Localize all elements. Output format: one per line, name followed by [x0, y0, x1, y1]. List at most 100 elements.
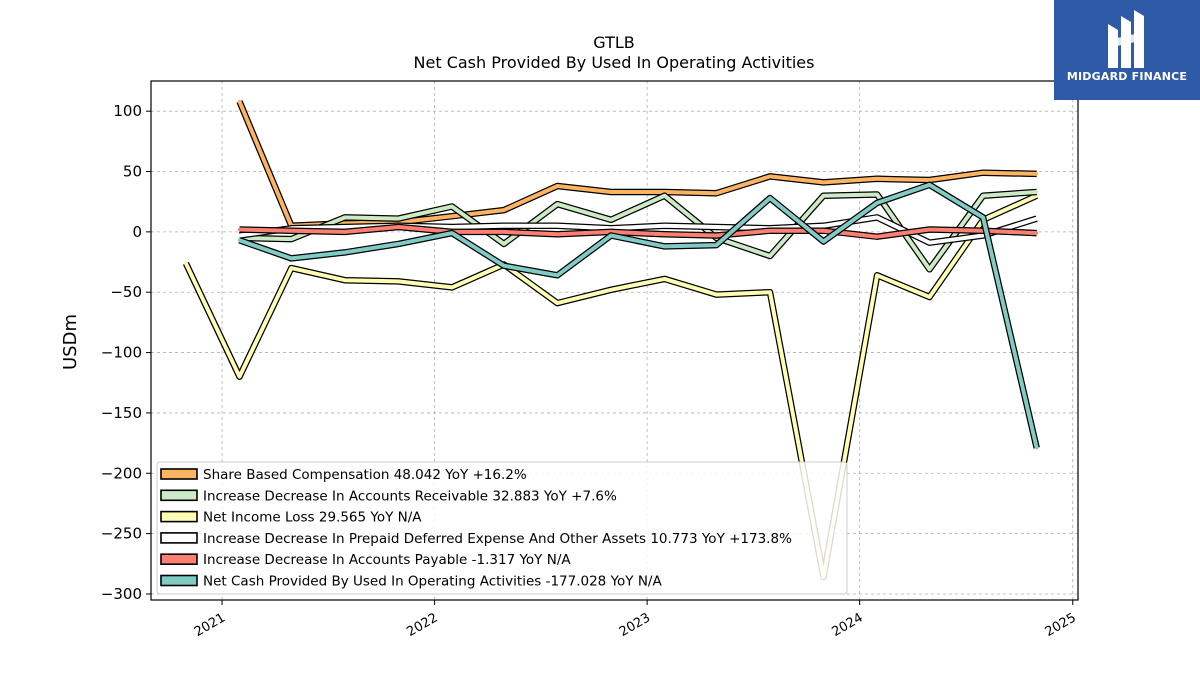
legend-entry: Increase Decrease In Accounts Receivable… — [203, 488, 617, 504]
series-line — [237, 100, 1037, 228]
data-point — [237, 238, 242, 242]
x-tick-label: 2021 — [192, 610, 228, 640]
data-point — [714, 191, 719, 195]
data-point — [927, 241, 932, 245]
legend-swatch — [160, 468, 198, 480]
data-point — [768, 254, 772, 258]
data-point — [1035, 190, 1039, 194]
series-4 — [237, 223, 1039, 240]
data-point — [609, 190, 613, 194]
brand-logo: MIDGARD FINANCE — [1054, 0, 1200, 100]
legend-entry: Increase Decrease In Prepaid Deferred Ex… — [203, 531, 792, 547]
data-point — [821, 180, 826, 184]
legend-entry: Net Income Loss 29.565 YoY N/A — [203, 510, 422, 526]
data-point — [609, 218, 613, 222]
data-point — [768, 290, 772, 294]
logo-mark-icon — [1108, 10, 1144, 68]
data-point — [396, 279, 401, 283]
data-point — [450, 214, 454, 218]
data-point — [875, 235, 879, 239]
legend-swatch — [160, 532, 198, 544]
data-point — [609, 233, 613, 238]
data-point — [396, 216, 401, 221]
data-point — [450, 285, 454, 289]
data-point — [821, 194, 826, 198]
data-point — [768, 196, 772, 200]
data-point — [555, 224, 560, 228]
data-point — [289, 256, 293, 261]
data-point — [555, 273, 560, 277]
data-point — [343, 278, 347, 282]
data-point — [927, 295, 932, 299]
data-point — [821, 239, 826, 244]
legend-box — [156, 461, 848, 595]
data-point — [875, 177, 879, 181]
data-point — [821, 224, 826, 228]
data-point — [237, 375, 242, 379]
data-point — [821, 229, 826, 233]
data-point — [343, 230, 347, 234]
data-point — [714, 233, 719, 238]
series-0 — [182, 192, 1039, 581]
x-tick-label: 2025 — [1043, 610, 1079, 640]
y-tick-label: 100 — [113, 102, 142, 120]
data-point — [875, 215, 879, 219]
data-point — [662, 277, 667, 281]
data-point — [609, 288, 613, 292]
y-tick-label: 0 — [132, 223, 142, 241]
data-point — [237, 233, 242, 238]
legend-entry: Net Cash Provided By Used In Operating A… — [203, 574, 662, 590]
data-point — [343, 225, 347, 229]
data-point — [875, 201, 879, 205]
x-tick-label: 2024 — [829, 610, 865, 640]
legend-swatch — [160, 574, 198, 587]
y-axis-label: USDm — [60, 314, 81, 370]
chart-title: GTLB — [593, 33, 635, 52]
data-point — [1035, 446, 1039, 450]
y-tick-label: −300 — [101, 585, 142, 603]
logo-text: MIDGARD FINANCE — [1066, 70, 1188, 83]
data-point — [396, 225, 401, 229]
legend: Share Based Compensation 48.042 YoY +16.… — [156, 461, 848, 595]
series-line — [239, 225, 1037, 239]
y-tick-label: −200 — [101, 464, 142, 482]
chart-subtitle: Net Cash Provided By Used In Operating A… — [414, 53, 815, 72]
data-point — [981, 171, 985, 175]
data-point — [1035, 216, 1039, 221]
data-point — [1035, 231, 1039, 235]
legend-swatch — [160, 553, 198, 566]
data-point — [875, 273, 879, 277]
data-point — [555, 232, 560, 236]
data-point — [450, 225, 454, 229]
legend-entry: Increase Decrease In Accounts Payable -1… — [203, 552, 571, 568]
data-point — [714, 225, 719, 229]
x-tick-label: 2023 — [617, 610, 653, 640]
data-point — [927, 183, 932, 187]
data-point — [662, 232, 667, 236]
data-point — [927, 267, 932, 271]
data-point — [502, 208, 506, 212]
data-point — [1035, 172, 1039, 176]
legend-entry: Share Based Compensation 48.042 YoY +16.… — [203, 467, 527, 483]
data-point — [343, 250, 347, 254]
data-point — [502, 230, 506, 234]
data-point — [981, 194, 985, 198]
y-tick-label: −150 — [101, 404, 142, 422]
data-point — [502, 224, 506, 228]
y-tick-label: 50 — [123, 163, 142, 181]
data-point — [289, 237, 293, 241]
data-point — [502, 242, 506, 246]
series-line — [238, 182, 1039, 449]
y-tick-label: −50 — [110, 283, 142, 301]
legend-swatch — [160, 489, 198, 502]
data-point — [396, 242, 401, 246]
x-tick-label: 2022 — [404, 610, 440, 640]
data-point — [289, 229, 293, 233]
data-point — [927, 178, 932, 182]
data-point — [768, 229, 772, 233]
data-point — [289, 266, 293, 270]
data-point — [555, 184, 560, 188]
data-point — [662, 194, 667, 198]
series-5 — [237, 181, 1040, 450]
